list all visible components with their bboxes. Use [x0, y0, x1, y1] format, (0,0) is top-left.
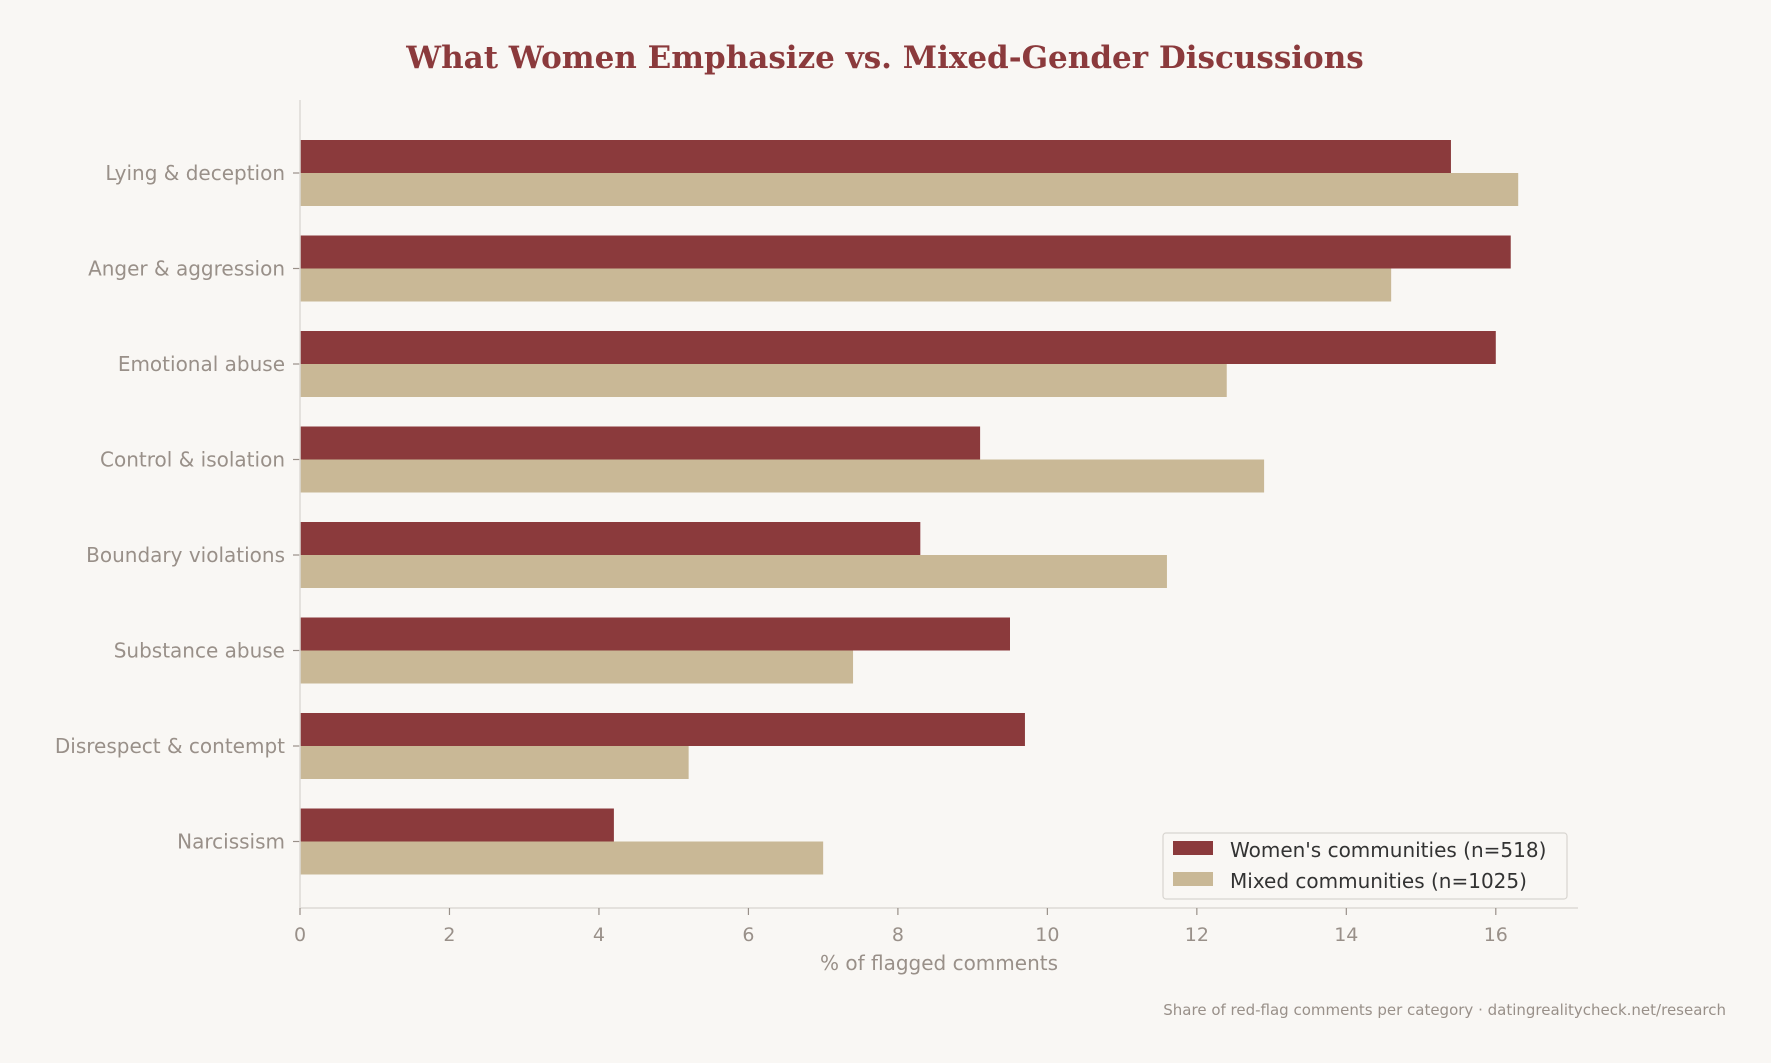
x-tick-label: 10 — [1035, 924, 1059, 946]
legend-label-mixed: Mixed communities (n=1025) — [1230, 869, 1527, 893]
category-label: Control & isolation — [100, 448, 285, 472]
bar-womens-7 — [300, 808, 614, 842]
bar-mixed-1 — [300, 268, 1392, 302]
bar-womens-4 — [300, 522, 921, 555]
bars-layer — [300, 140, 1519, 875]
x-tick-label: 12 — [1185, 924, 1209, 946]
bar-womens-2 — [300, 331, 1496, 364]
bar-womens-1 — [300, 235, 1511, 269]
category-label: Substance abuse — [114, 639, 285, 663]
category-label: Anger & aggression — [88, 257, 285, 281]
x-tick-label: 4 — [593, 924, 605, 946]
x-tick-label: 8 — [892, 924, 904, 946]
category-label: Narcissism — [177, 830, 285, 854]
x-axis-title: % of flagged comments — [820, 951, 1058, 975]
bar-mixed-4 — [300, 555, 1167, 588]
bar-womens-0 — [300, 140, 1451, 173]
bar-mixed-5 — [300, 650, 854, 684]
footer-source-note: Share of red-flag comments per category … — [1163, 1001, 1726, 1019]
legend-swatch-mixed — [1173, 872, 1213, 886]
bar-mixed-0 — [300, 173, 1519, 206]
x-tick-label: 6 — [742, 924, 754, 946]
category-label: Boundary violations — [86, 543, 285, 567]
x-tick-label: 2 — [443, 924, 455, 946]
bar-womens-3 — [300, 426, 981, 460]
x-tick-label: 16 — [1484, 924, 1508, 946]
legend-box — [1162, 832, 1568, 900]
bar-mixed-2 — [300, 364, 1227, 397]
x-tick-label: 14 — [1334, 924, 1358, 946]
bar-mixed-3 — [300, 459, 1265, 493]
legend: Women's communities (n=518) Mixed commun… — [1162, 832, 1568, 900]
chart-title: What Women Emphasize vs. Mixed-Gender Di… — [405, 40, 1363, 76]
bar-mixed-7 — [300, 841, 824, 875]
x-axis-ticks: 0 2 4 6 8 10 12 14 16 — [294, 908, 1508, 946]
x-tick-label: 0 — [294, 924, 306, 946]
legend-swatch-womens — [1173, 841, 1213, 855]
bar-womens-5 — [300, 617, 1010, 651]
category-labels: Lying & deception Anger & aggression Emoti… — [55, 161, 285, 854]
axes-layer — [293, 100, 1578, 909]
category-label: Lying & deception — [105, 161, 285, 185]
category-label: Disrespect & contempt — [55, 734, 285, 758]
bar-mixed-6 — [300, 746, 689, 779]
category-label: Emotional abuse — [118, 352, 285, 376]
bar-womens-6 — [300, 713, 1025, 746]
legend-label-womens: Women's communities (n=518) — [1230, 838, 1546, 862]
